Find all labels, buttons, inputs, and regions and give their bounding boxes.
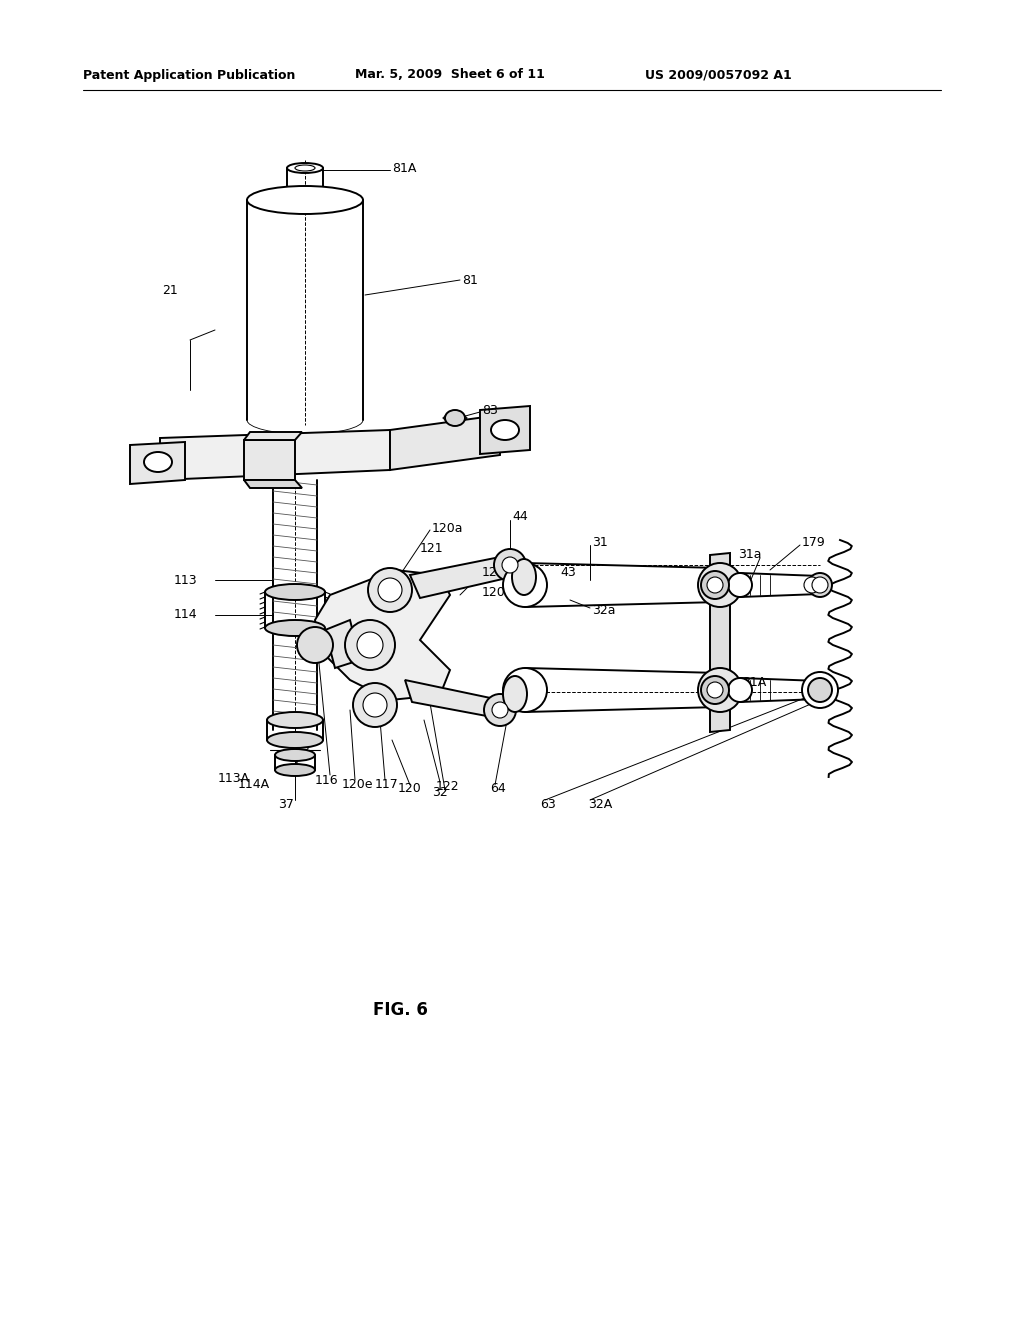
Text: 43: 43 [560, 566, 575, 579]
Text: 37: 37 [278, 799, 294, 812]
Text: 120e: 120e [342, 779, 374, 792]
Polygon shape [325, 620, 360, 668]
Text: 63: 63 [540, 797, 556, 810]
Polygon shape [244, 480, 302, 488]
Polygon shape [710, 553, 730, 733]
Text: 31A: 31A [742, 676, 766, 689]
Text: Patent Application Publication: Patent Application Publication [83, 69, 295, 82]
Ellipse shape [698, 564, 742, 607]
Ellipse shape [728, 573, 752, 597]
Ellipse shape [357, 632, 383, 657]
Ellipse shape [494, 549, 526, 581]
Text: US 2009/0057092 A1: US 2009/0057092 A1 [645, 69, 792, 82]
Ellipse shape [368, 568, 412, 612]
Ellipse shape [503, 564, 547, 607]
Text: 81A: 81A [392, 161, 417, 174]
Text: 81: 81 [462, 273, 478, 286]
Text: 32a: 32a [592, 603, 615, 616]
Ellipse shape [267, 711, 323, 729]
Ellipse shape [701, 572, 729, 599]
Ellipse shape [503, 668, 547, 711]
Ellipse shape [353, 682, 397, 727]
Polygon shape [244, 440, 295, 480]
Text: 44: 44 [512, 510, 527, 523]
Text: 21: 21 [162, 284, 178, 297]
Text: 113: 113 [173, 573, 197, 586]
Ellipse shape [445, 411, 465, 426]
Text: 121: 121 [420, 541, 443, 554]
Text: 113A: 113A [218, 771, 250, 784]
Text: 114: 114 [173, 609, 197, 622]
Text: 31a: 31a [738, 549, 762, 561]
Text: 32: 32 [432, 787, 447, 800]
Polygon shape [480, 407, 530, 454]
Polygon shape [247, 201, 362, 420]
Text: 179: 179 [802, 536, 825, 549]
Ellipse shape [247, 186, 362, 214]
Text: FIG. 6: FIG. 6 [373, 1001, 427, 1019]
Text: 31: 31 [592, 536, 608, 549]
Text: 114A: 114A [238, 779, 270, 792]
Ellipse shape [267, 733, 323, 748]
Ellipse shape [484, 694, 516, 726]
Ellipse shape [297, 627, 333, 663]
Ellipse shape [701, 676, 729, 704]
Text: 120: 120 [398, 783, 422, 796]
Ellipse shape [295, 165, 315, 172]
Ellipse shape [490, 420, 519, 440]
Ellipse shape [345, 620, 395, 671]
Ellipse shape [503, 676, 527, 711]
Ellipse shape [698, 668, 742, 711]
Ellipse shape [492, 702, 508, 718]
Polygon shape [130, 442, 185, 484]
Text: 83: 83 [482, 404, 498, 417]
Ellipse shape [804, 577, 820, 593]
Ellipse shape [265, 583, 325, 601]
Text: 122: 122 [436, 780, 460, 792]
Ellipse shape [802, 672, 838, 708]
Ellipse shape [265, 620, 325, 636]
Ellipse shape [707, 577, 723, 593]
Ellipse shape [275, 748, 315, 762]
Ellipse shape [362, 693, 387, 717]
Ellipse shape [808, 573, 831, 597]
Ellipse shape [378, 578, 402, 602]
Ellipse shape [512, 558, 536, 595]
Polygon shape [315, 570, 450, 700]
Polygon shape [390, 414, 500, 470]
Text: 120f: 120f [482, 586, 510, 599]
Polygon shape [160, 430, 390, 480]
Polygon shape [410, 554, 520, 598]
Text: 120b: 120b [482, 566, 514, 579]
Text: 116: 116 [315, 774, 339, 787]
Text: Mar. 5, 2009  Sheet 6 of 11: Mar. 5, 2009 Sheet 6 of 11 [355, 69, 545, 82]
Polygon shape [406, 680, 508, 719]
Polygon shape [244, 432, 302, 440]
Text: 120a: 120a [432, 521, 464, 535]
Text: 117: 117 [375, 779, 398, 792]
Ellipse shape [502, 557, 518, 573]
Ellipse shape [287, 162, 323, 173]
Ellipse shape [808, 678, 831, 702]
Ellipse shape [728, 678, 752, 702]
Ellipse shape [144, 451, 172, 473]
Text: 64: 64 [490, 783, 506, 796]
Ellipse shape [707, 682, 723, 698]
Text: 32A: 32A [588, 797, 612, 810]
Ellipse shape [275, 764, 315, 776]
Ellipse shape [812, 577, 828, 593]
